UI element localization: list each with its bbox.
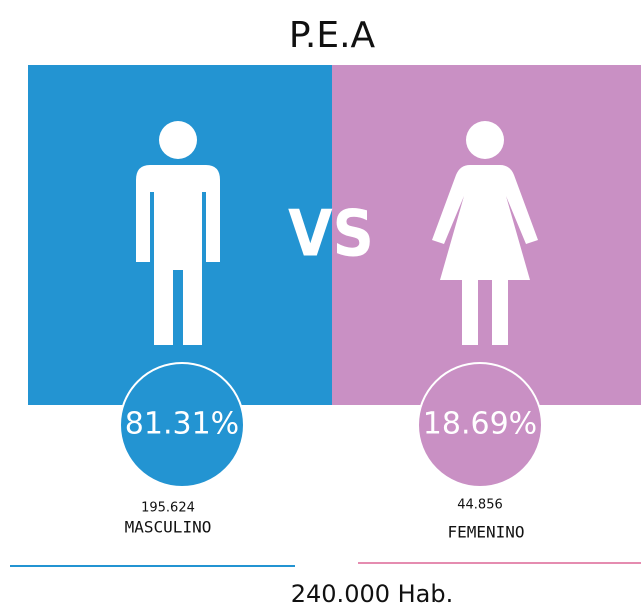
title: P.E.A — [289, 15, 376, 56]
male-percent: 81.31% — [125, 407, 239, 442]
female-icon — [432, 121, 538, 345]
female-label: FEMENINO — [447, 523, 524, 542]
male-count: 195.624 — [141, 501, 195, 516]
total: 240.000 Hab. — [291, 580, 454, 607]
male-icon — [136, 121, 220, 345]
female-circle — [417, 362, 543, 488]
female-percent: 18.69% — [423, 407, 537, 442]
female-count: 44.856 — [457, 498, 503, 513]
male-label: MASCULINO — [125, 518, 212, 537]
vs-label: VS — [288, 198, 374, 272]
male-circle — [119, 362, 245, 488]
